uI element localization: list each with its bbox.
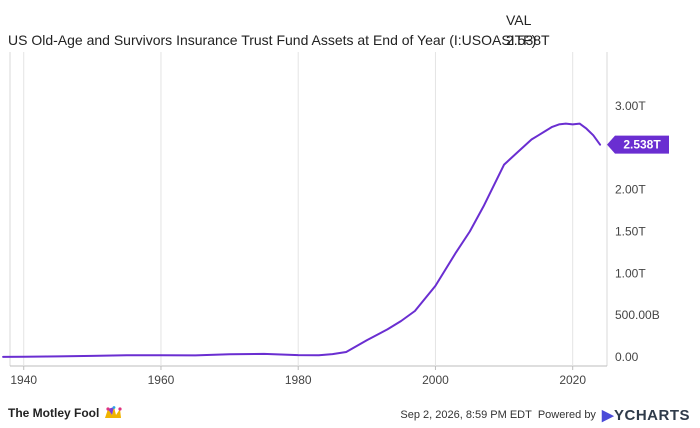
chart-footer: The Motley Fool Sep 2, 2026, 8:59 PM EDT… xyxy=(0,396,700,428)
y-tick-label: 0.00 xyxy=(615,350,639,364)
ycharts-provider: YCHARTS xyxy=(613,407,690,424)
last-value-label: 2.538T xyxy=(623,138,661,152)
powered-by-label: Powered by xyxy=(537,409,596,421)
timestamp: Sep 2, 2026, 8:59 PM EDT xyxy=(400,409,532,421)
x-tick-label: 2020 xyxy=(559,373,586,387)
y-tick-label: 3.00T xyxy=(615,99,646,113)
x-tick-label: 1940 xyxy=(10,373,37,387)
grid-layer xyxy=(9,52,608,367)
y-tick-label: 2.00T xyxy=(615,183,646,197)
y-tick-label: 1.50T xyxy=(615,225,646,239)
value-column: VAL 2.538T xyxy=(506,12,566,48)
brand-name: The Motley Fool xyxy=(8,406,100,420)
label-layer: 2.538T xyxy=(607,135,669,154)
footer-meta: Sep 2, 2026, 8:59 PM EDT Powered by ▶YCH… xyxy=(400,406,690,424)
ycharts-logo[interactable]: ▶YCHARTS xyxy=(602,406,690,424)
chart-header: US Old-Age and Survivors Insurance Trust… xyxy=(0,0,700,52)
last-value-badge xyxy=(607,135,669,154)
value-column-header: VAL xyxy=(506,12,532,28)
chart-svg: 1940 1960 1980 2000 2020 0.00 500.00B 1.00T 1.50… xyxy=(2,52,669,387)
value-column-value: 2.538T xyxy=(506,32,550,48)
series-line xyxy=(2,122,602,358)
ycharts-y-icon: ▶ xyxy=(601,407,614,424)
x-tick-label: 1980 xyxy=(285,373,312,387)
axis-layer: 1940 1960 1980 2000 2020 0.00 500.00B 1.00T 1.50… xyxy=(10,99,659,387)
x-tick-label: 2000 xyxy=(422,373,449,387)
chart-title: US Old-Age and Survivors Insurance Trust… xyxy=(8,32,537,48)
jester-cap-icon xyxy=(105,406,122,418)
y-tick-label: 500.00B xyxy=(615,308,660,322)
y-tick-label: 1.00T xyxy=(615,266,646,280)
x-tick-label: 1960 xyxy=(148,373,175,387)
series-layer xyxy=(2,122,602,358)
brand-logo: The Motley Fool xyxy=(8,406,123,420)
